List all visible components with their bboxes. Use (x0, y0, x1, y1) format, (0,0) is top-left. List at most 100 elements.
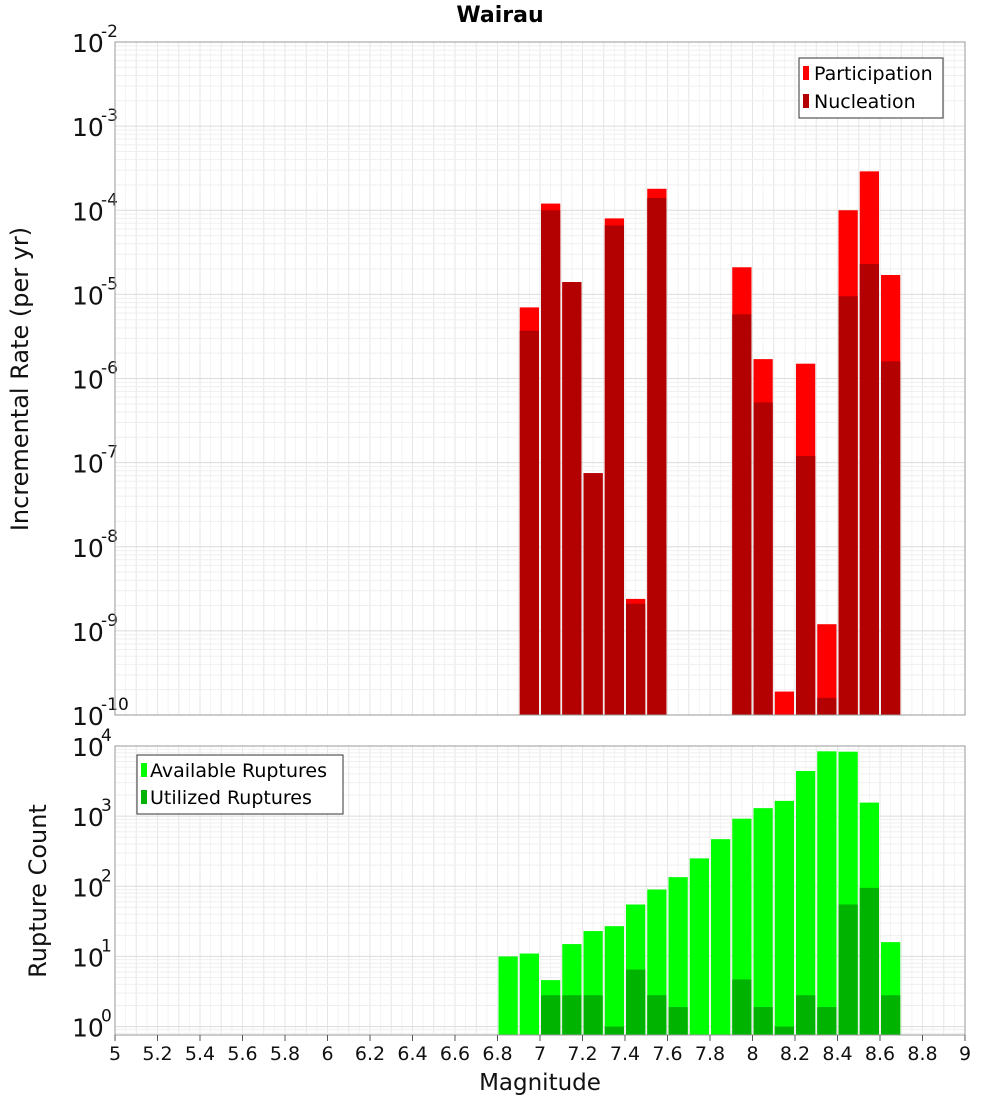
participation-legend-label: Participation (814, 63, 933, 85)
y-tick-base: 10 (72, 366, 104, 395)
rate-bars (519, 171, 901, 716)
x-tick-label: 9 (959, 1043, 971, 1065)
bar-utilized-ruptures (562, 995, 582, 1035)
bar-utilized-ruptures (796, 995, 816, 1035)
y-tick: 101 (72, 936, 112, 972)
y-tick-exponent: 1 (101, 936, 112, 956)
y-tick: 100 (72, 1007, 112, 1043)
bar-nucleation (796, 455, 816, 715)
utilized-legend-swatch (141, 790, 147, 804)
rate-legend: Participation Nucleation (798, 57, 944, 119)
rate-legend-box (798, 57, 944, 119)
y-tick: 10-10 (72, 695, 129, 731)
y-tick-exponent: 4 (101, 726, 112, 746)
y-tick-base: 10 (72, 450, 104, 479)
rate-plot-frame (114, 41, 966, 716)
x-tick-label: 8.4 (822, 1043, 852, 1065)
nucleation-legend-swatch (803, 94, 809, 108)
bar-available-ruptures (519, 953, 539, 1035)
y-tick-exponent: 0 (101, 1007, 112, 1027)
y-tick-exponent: -4 (101, 190, 118, 210)
x-tick-label: 8 (746, 1043, 758, 1065)
bar-available-ruptures (711, 839, 731, 1035)
bar-available-ruptures (796, 771, 816, 1035)
bar-nucleation (519, 330, 539, 715)
x-tick-label: 7 (534, 1043, 546, 1065)
x-tick-label: 8.8 (907, 1043, 937, 1065)
y-tick-exponent: -9 (101, 611, 118, 631)
bar-nucleation (604, 225, 624, 716)
x-tick-label: 8.6 (865, 1043, 895, 1065)
x-tick-label: 6 (321, 1043, 333, 1065)
bar-utilized-ruptures (647, 995, 667, 1035)
bar-nucleation (647, 197, 667, 716)
bar-nucleation (562, 282, 582, 715)
y-tick: 104 (72, 726, 112, 762)
y-tick-base: 10 (72, 733, 104, 762)
y-tick: 102 (72, 866, 112, 902)
bar-nucleation (881, 361, 901, 715)
y-tick: 10-9 (72, 611, 118, 647)
bar-utilized-ruptures (732, 979, 752, 1035)
x-tick-label: 5 (109, 1043, 121, 1065)
bar-available-ruptures (817, 751, 837, 1035)
y-tick-exponent: -7 (101, 443, 118, 463)
y-tick: 103 (72, 796, 112, 832)
bar-nucleation (626, 603, 646, 715)
y-tick-exponent: -3 (101, 106, 118, 126)
y-tick-exponent: 2 (101, 866, 112, 886)
count-legend: Available Ruptures Utilized Ruptures (136, 754, 344, 815)
y-tick-base: 10 (72, 1014, 104, 1043)
x-axis-ticks: 5 5.2 5.4 5.6 5.8 6 6.2 6.4 6.6 6.8 7 7.2 7.4 7.6 7.8 8… (109, 1035, 971, 1065)
bar-nucleation (541, 210, 561, 715)
bar-utilized-ruptures (753, 1007, 773, 1035)
y-tick-base: 10 (72, 113, 104, 142)
x-tick-label: 5.2 (142, 1043, 172, 1065)
bar-utilized-ruptures (859, 887, 879, 1035)
chart-title: Wairau (456, 3, 543, 28)
bar-nucleation (859, 263, 879, 715)
x-tick-label: 6.6 (440, 1043, 470, 1065)
bar-utilized-ruptures (817, 1007, 837, 1035)
bar-utilized-ruptures (541, 995, 561, 1035)
y-tick-base: 10 (72, 803, 104, 832)
bar-utilized-ruptures (626, 969, 646, 1035)
y-tick-exponent: 3 (101, 796, 112, 816)
count-legend-box (136, 754, 344, 815)
y-tick-base: 10 (72, 873, 104, 902)
x-tick-label: 7.4 (610, 1043, 640, 1065)
x-tick-label: 5.8 (270, 1043, 300, 1065)
bar-utilized-ruptures (668, 1007, 688, 1035)
y-tick-base: 10 (72, 29, 104, 58)
bar-available-ruptures (498, 956, 518, 1035)
bar-available-ruptures (604, 926, 624, 1035)
bar-utilized-ruptures (881, 995, 901, 1035)
bar-available-ruptures (753, 808, 773, 1035)
x-tick-label: 6.2 (355, 1043, 385, 1065)
x-tick-label: 7.2 (567, 1043, 597, 1065)
y-tick: 10-4 (72, 190, 118, 226)
rate-grid (114, 42, 966, 716)
x-tick-label: 5.6 (227, 1043, 257, 1065)
count-y-axis-label: Rupture Count (24, 804, 52, 978)
y-tick-base: 10 (72, 618, 104, 647)
y-tick-exponent: -6 (101, 359, 118, 379)
x-tick-label: 6.8 (482, 1043, 512, 1065)
rate-y-axis-label: Incremental Rate (per yr) (6, 227, 34, 531)
y-tick-exponent: -5 (101, 274, 118, 294)
bar-available-ruptures (689, 858, 709, 1035)
available-legend-label: Available Ruptures (150, 760, 327, 782)
bar-utilized-ruptures (583, 995, 603, 1035)
bar-nucleation (753, 402, 773, 715)
y-tick-exponent: -8 (101, 527, 118, 547)
x-tick-label: 5.4 (185, 1043, 215, 1065)
y-tick: 10-3 (72, 106, 118, 142)
x-tick-label: 7.6 (652, 1043, 682, 1065)
y-tick: 10-8 (72, 527, 118, 563)
bar-nucleation (732, 314, 752, 715)
available-legend-swatch (141, 763, 147, 777)
